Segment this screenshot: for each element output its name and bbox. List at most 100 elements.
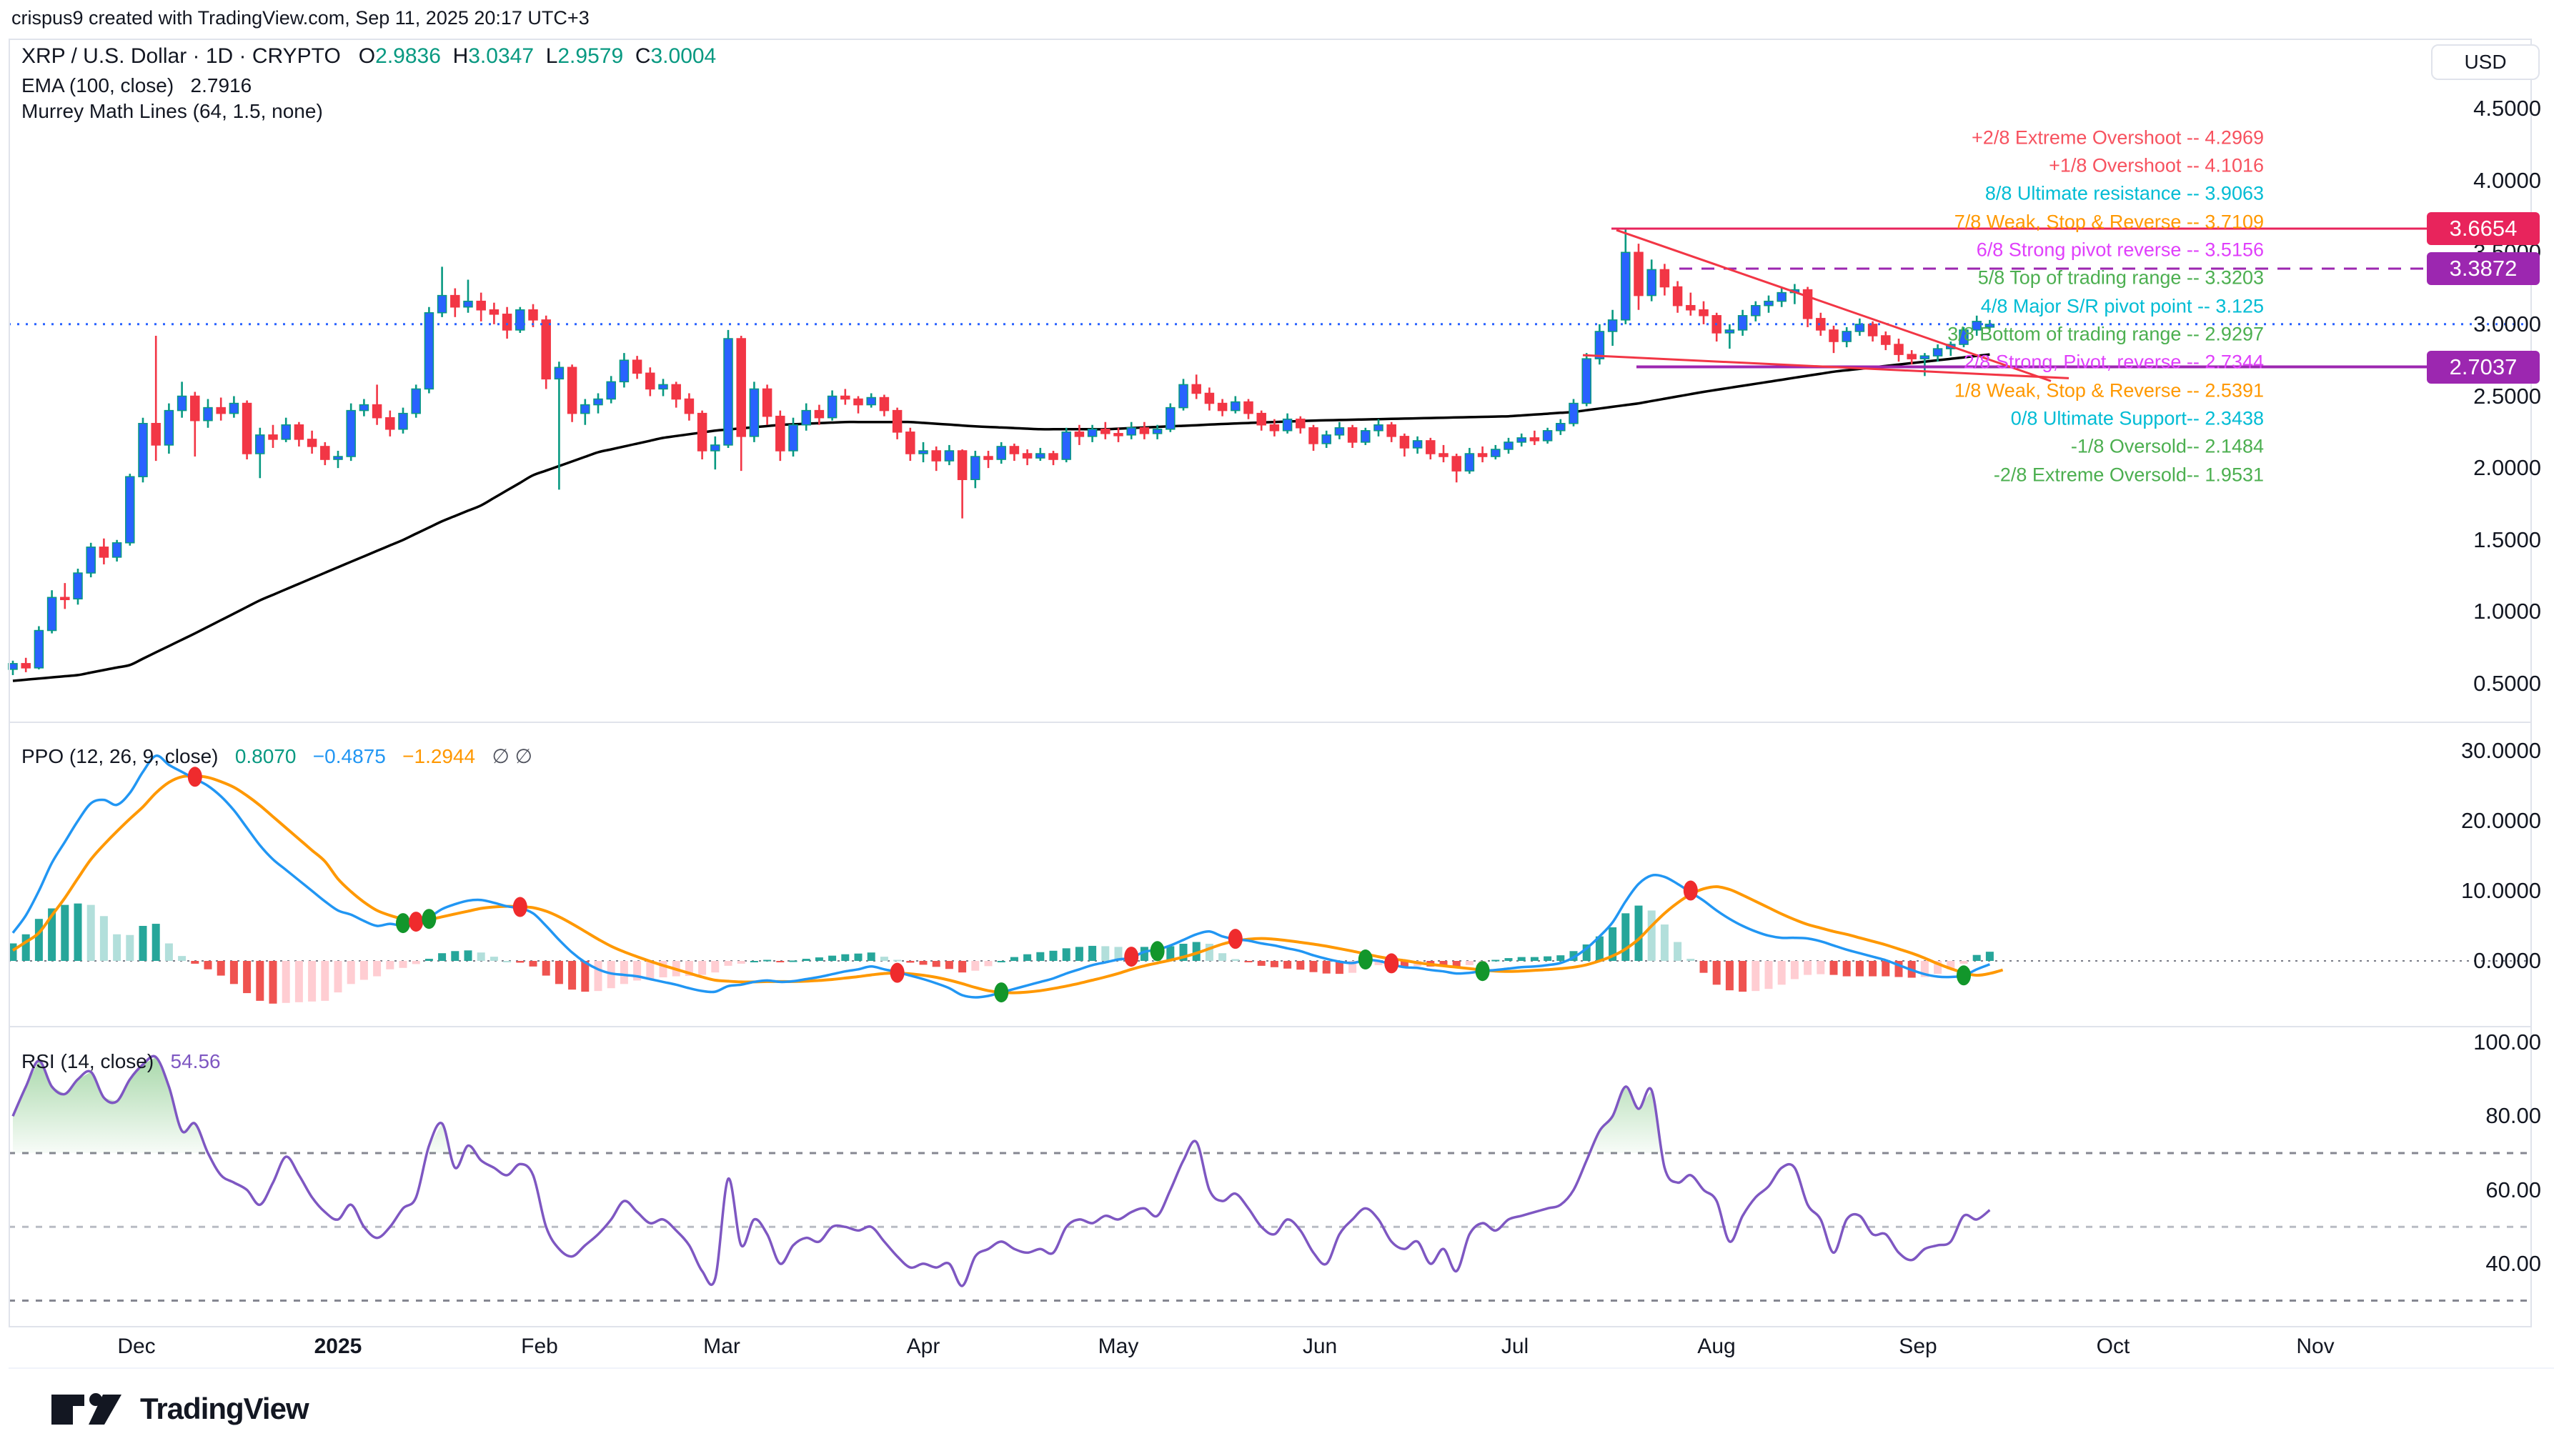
rsi-tick[interactable]: 60.00 bbox=[2485, 1177, 2541, 1202]
price-tick[interactable]: 0.5000 bbox=[2473, 671, 2541, 696]
ema-legend[interactable]: EMA (100, close) 2.7916 bbox=[21, 74, 252, 97]
ppo-hist-bar bbox=[1166, 946, 1175, 961]
ppo-hist-bar bbox=[61, 904, 69, 961]
ppo-hist-bar bbox=[1660, 924, 1669, 961]
price-tick[interactable]: 4.0000 bbox=[2473, 167, 2541, 193]
frame-left bbox=[9, 39, 10, 1327]
candle-body bbox=[294, 424, 304, 440]
candle-body bbox=[528, 309, 538, 321]
candle-body bbox=[1842, 331, 1852, 342]
time-axis-label-Mar[interactable]: Mar bbox=[703, 1335, 740, 1358]
rsi-overbought-fill bbox=[1589, 1087, 1662, 1153]
price-tick[interactable]: 4.5000 bbox=[2473, 96, 2541, 121]
candle-body bbox=[645, 372, 655, 390]
ppo-hist-bar bbox=[359, 961, 368, 980]
murrey-level-label: 3/8 Bottom of trading range -- 2.9297 bbox=[1947, 323, 2264, 345]
ppo-legend[interactable]: PPO (12, 26, 9, close) 0.8070 −0.4875 −1… bbox=[21, 744, 532, 768]
price-tick[interactable]: 2.5000 bbox=[2473, 383, 2541, 409]
pane-separator-rsi[interactable] bbox=[9, 1026, 2531, 1027]
ppo-hist-bar bbox=[1712, 961, 1721, 985]
murrey-legend[interactable]: Murrey Math Lines (64, 1.5, none) bbox=[21, 100, 323, 123]
ppo-hist-bar bbox=[139, 926, 147, 961]
candle-body bbox=[320, 446, 330, 460]
ppo-tick[interactable]: 10.0000 bbox=[2460, 878, 2541, 903]
ppo-hist-bar bbox=[1985, 952, 1994, 961]
ppo-hist-bar bbox=[164, 943, 173, 961]
tradingview-logo-text: TradingView bbox=[140, 1392, 309, 1425]
time-axis-label-2025[interactable]: 2025 bbox=[314, 1335, 362, 1358]
candle-body bbox=[359, 404, 369, 412]
price-tick[interactable]: 1.5000 bbox=[2473, 527, 2541, 552]
ppo-tick[interactable]: 0.0000 bbox=[2473, 948, 2541, 973]
ppo-hist-bar bbox=[1023, 954, 1032, 961]
candle-body bbox=[697, 412, 707, 452]
rsi-tick[interactable]: 80.00 bbox=[2485, 1103, 2541, 1129]
candle-body bbox=[1191, 384, 1201, 394]
candle-body bbox=[970, 456, 980, 480]
time-axis-label-Apr[interactable]: Apr bbox=[906, 1335, 940, 1358]
ppo-cross-dot-red bbox=[890, 962, 905, 983]
ppo-hist-bar bbox=[1817, 961, 1825, 974]
ppo-hist-bar bbox=[1556, 955, 1565, 961]
candle-body bbox=[476, 300, 486, 311]
candle-body bbox=[840, 395, 850, 400]
candle-body bbox=[372, 404, 382, 419]
ppo-hist-bar bbox=[776, 961, 785, 962]
candle-body bbox=[424, 312, 434, 390]
price-tick[interactable]: 3.0000 bbox=[2473, 311, 2541, 336]
rsi-tick[interactable]: 40.00 bbox=[2485, 1250, 2541, 1276]
time-axis-label-Jul[interactable]: Jul bbox=[1501, 1335, 1529, 1358]
time-axis-label-May[interactable]: May bbox=[1098, 1335, 1139, 1358]
ppo-cross-dot-red bbox=[409, 912, 424, 932]
ppo-hist-bar bbox=[1804, 961, 1812, 975]
pane-separator-ppo[interactable] bbox=[9, 722, 2531, 723]
ppo-hist-bar bbox=[1491, 959, 1500, 962]
candle-body bbox=[190, 395, 200, 422]
ppo-cross-dot-green bbox=[422, 909, 437, 929]
ppo-hist-bar bbox=[48, 908, 56, 961]
ppo-hist-bar bbox=[1934, 961, 1942, 974]
currency-button[interactable]: USD bbox=[2431, 44, 2540, 80]
time-axis-label-Dec[interactable]: Dec bbox=[117, 1335, 156, 1358]
ppo-hist-bar bbox=[1088, 945, 1097, 961]
candle-body bbox=[1894, 344, 1904, 355]
candle-body bbox=[1932, 348, 1943, 356]
time-axis-label-Nov[interactable]: Nov bbox=[2296, 1335, 2335, 1358]
price-tick[interactable]: 1.0000 bbox=[2473, 599, 2541, 624]
tradingview-logo[interactable]: TradingView bbox=[50, 1390, 309, 1427]
rsi-legend[interactable]: RSI (14, close) 54.56 bbox=[21, 1050, 221, 1073]
candle-body bbox=[229, 402, 239, 414]
candle-body bbox=[1347, 427, 1358, 443]
candle-body bbox=[1634, 251, 1644, 296]
time-axis-label-Feb[interactable]: Feb bbox=[521, 1335, 558, 1358]
candle-body bbox=[1100, 429, 1110, 434]
time-axis-label-Sep[interactable]: Sep bbox=[1899, 1335, 1937, 1358]
time-axis-label-Jun[interactable]: Jun bbox=[1302, 1335, 1338, 1358]
ppo-hist-bar bbox=[386, 961, 394, 969]
candle-body bbox=[567, 367, 577, 414]
symbol-legend[interactable]: XRP / U.S. Dollar · 1D · CRYPTO O2.9836 … bbox=[21, 44, 716, 69]
candle-body bbox=[307, 439, 317, 447]
frame-top bbox=[9, 39, 2531, 40]
ppo-tick[interactable]: 30.0000 bbox=[2460, 738, 2541, 763]
ppo-tick[interactable]: 20.0000 bbox=[2460, 808, 2541, 833]
ppo-hist-bar bbox=[542, 961, 550, 976]
candle-body bbox=[1477, 453, 1488, 457]
ppo-hist-bar bbox=[1452, 961, 1461, 967]
ppo-hist-bar bbox=[789, 960, 797, 962]
candle-body bbox=[1243, 401, 1253, 414]
ppo-hist-bar bbox=[269, 961, 277, 1004]
ppo-hist-bar bbox=[113, 934, 121, 961]
ppo-hist-bar bbox=[516, 961, 525, 963]
ppo-hist-bar bbox=[724, 961, 732, 966]
ppo-cross-dot-red bbox=[1384, 953, 1399, 974]
ppo-hist-bar bbox=[1335, 961, 1343, 974]
time-axis-label-Aug[interactable]: Aug bbox=[1697, 1335, 1736, 1358]
ppo-hist-bar bbox=[919, 961, 928, 965]
ppo-hist-bar bbox=[1894, 961, 1903, 977]
price-tick[interactable]: 2.0000 bbox=[2473, 455, 2541, 481]
rsi-tick[interactable]: 100.00 bbox=[2473, 1029, 2541, 1054]
time-axis-label-Oct[interactable]: Oct bbox=[2096, 1335, 2130, 1358]
candle-body bbox=[1308, 427, 1318, 444]
